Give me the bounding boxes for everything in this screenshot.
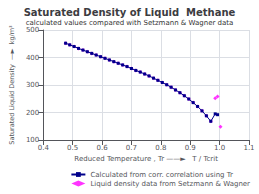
svg-text:100: 100 (25, 136, 40, 144)
svg-text:0.9: 0.9 (185, 144, 196, 152)
svg-text:calculated values compared wit: calculated values compared with Setzmann… (26, 19, 234, 27)
svg-text:300: 300 (26, 81, 39, 89)
svg-text:0.5: 0.5 (67, 144, 78, 152)
svg-text:Liquid density data from Setzm: Liquid density data from Setzmann & Wagn… (90, 180, 250, 188)
svg-text:1.0: 1.0 (214, 144, 225, 152)
svg-text:500: 500 (26, 26, 39, 34)
svg-text:Calculated from corr. correlat: Calculated from corr. correlation using … (90, 171, 233, 179)
svg-text:Saturated Liquid Density —►: Saturated Liquid Density —► kg/m³ (8, 25, 16, 145)
svg-text:Saturated Density of Liquid M: Saturated Density of Liquid Methane (24, 7, 236, 18)
svg-text:1.1: 1.1 (243, 144, 254, 152)
svg-text:0.6: 0.6 (96, 144, 108, 152)
svg-text:0.4: 0.4 (38, 144, 50, 152)
svg-text:Reduced Temperature , Tr ——►: Reduced Temperature , Tr ——► T / Tcrit (74, 155, 218, 163)
svg-text:400: 400 (26, 54, 39, 62)
svg-text:0.7: 0.7 (126, 144, 137, 152)
svg-text:0.8: 0.8 (155, 144, 166, 152)
svg-text:200: 200 (26, 109, 39, 117)
